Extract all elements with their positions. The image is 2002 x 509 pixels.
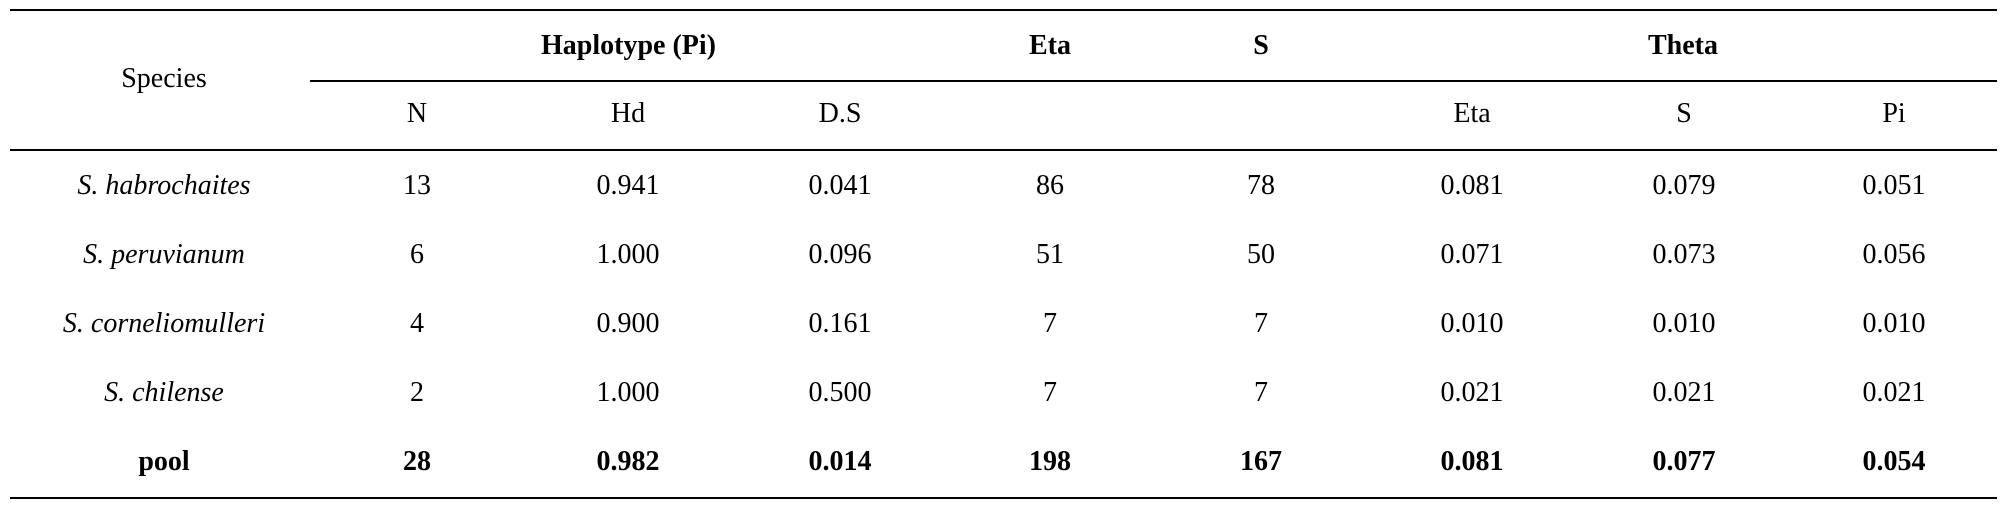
table-cell: 86 xyxy=(1036,170,1064,201)
group-header: Eta xyxy=(1029,30,1071,61)
species-name: S. corneliomulleri xyxy=(62,308,266,339)
table-cell: 0.051 xyxy=(1862,170,1926,201)
table-cell: 0.021 xyxy=(1862,377,1926,408)
table-cell: 0.941 xyxy=(596,170,660,201)
column-header: Eta xyxy=(1453,98,1491,129)
table-cell: 0.500 xyxy=(808,377,872,408)
species-name: pool xyxy=(138,446,190,477)
table-cell: 0.081 xyxy=(1440,446,1504,477)
table-cell: 7 xyxy=(1254,377,1268,408)
table-cell: 0.010 xyxy=(1440,308,1504,339)
species-name: S. peruvianum xyxy=(83,239,245,270)
table-cell: 0.071 xyxy=(1440,239,1504,270)
table-cell: 0.010 xyxy=(1652,308,1716,339)
table-cell: 0.982 xyxy=(596,446,660,477)
table-cell: 0.161 xyxy=(808,308,872,339)
table-cell: 78 xyxy=(1247,170,1275,201)
table-cell: 2 xyxy=(410,377,424,408)
table-cell: 13 xyxy=(403,170,431,201)
column-header: N xyxy=(406,98,428,129)
table-cell: 0.096 xyxy=(808,239,872,270)
table-cell: 7 xyxy=(1043,308,1057,339)
table-cell: 0.079 xyxy=(1652,170,1716,201)
table-cell: 7 xyxy=(1043,377,1057,408)
species-name: S. habrochaites xyxy=(77,170,251,201)
species-name: S. chilense xyxy=(104,377,224,408)
table-cell: 167 xyxy=(1240,446,1282,477)
table-cell: 0.056 xyxy=(1862,239,1926,270)
column-header: Hd xyxy=(610,98,646,129)
table-cell: 0.021 xyxy=(1652,377,1716,408)
group-header: Haplotype (Pi) xyxy=(541,30,716,61)
table-cell: 51 xyxy=(1036,239,1064,270)
table-cell: 0.021 xyxy=(1440,377,1504,408)
table-cell: 0.081 xyxy=(1440,170,1504,201)
table-cell: 0.041 xyxy=(808,170,872,201)
table-cell: 7 xyxy=(1254,308,1268,339)
group-header: S xyxy=(1253,30,1269,61)
table-cell: 6 xyxy=(410,239,424,270)
table-cell: 1.000 xyxy=(596,377,660,408)
table-cell: 1.000 xyxy=(596,239,660,270)
table-cell: 4 xyxy=(410,308,424,339)
table-cell: 0.014 xyxy=(808,446,872,477)
table-cell: 50 xyxy=(1247,239,1275,270)
table-cell: 28 xyxy=(403,446,431,477)
column-header: D.S xyxy=(818,98,862,129)
table-cell: 0.054 xyxy=(1862,446,1926,477)
group-header: Theta xyxy=(1648,30,1718,61)
column-header: S xyxy=(1676,98,1692,129)
table-cell: 0.073 xyxy=(1652,239,1716,270)
species-header: Species xyxy=(121,63,207,94)
table-cell: 198 xyxy=(1029,446,1071,477)
column-header: Pi xyxy=(1882,98,1906,129)
table-cell: 0.010 xyxy=(1862,308,1926,339)
table-cell: 0.077 xyxy=(1652,446,1716,477)
table-cell: 0.900 xyxy=(596,308,660,339)
